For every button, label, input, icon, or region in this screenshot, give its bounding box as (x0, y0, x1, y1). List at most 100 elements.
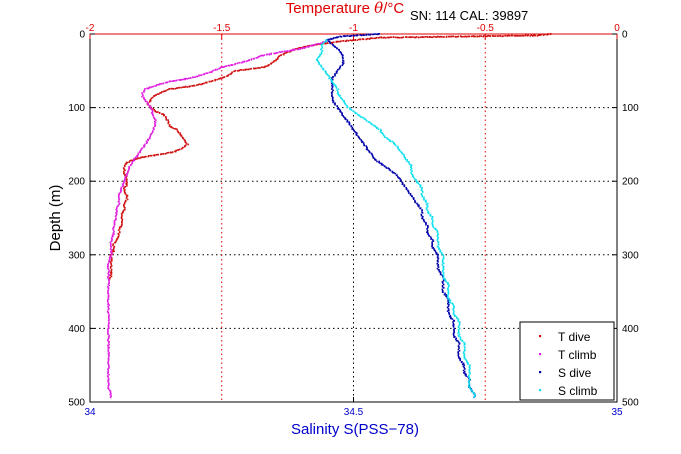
data-point (110, 262, 112, 264)
data-point (113, 222, 116, 224)
data-point (289, 50, 292, 53)
data-point (110, 248, 113, 251)
data-point (359, 137, 361, 140)
data-point (438, 270, 441, 273)
data-point (451, 35, 454, 38)
data-point (110, 263, 113, 266)
data-point (448, 311, 450, 314)
data-point (437, 263, 440, 266)
data-point (468, 368, 470, 371)
data-point (425, 199, 427, 202)
data-point (309, 44, 312, 47)
data-point (205, 82, 208, 84)
data-point (351, 39, 354, 42)
data-point (377, 33, 379, 35)
data-point (291, 49, 294, 52)
data-point (377, 128, 380, 131)
data-point (114, 215, 117, 218)
data-point (413, 197, 415, 200)
data-point (356, 132, 358, 134)
data-point (393, 142, 395, 145)
data-point (345, 35, 347, 37)
data-point (468, 35, 470, 38)
data-point (471, 35, 474, 37)
data-point (128, 165, 130, 168)
data-point (161, 91, 163, 93)
data-point (463, 372, 465, 374)
data-point (107, 378, 110, 380)
data-point (208, 71, 211, 74)
data-point (149, 107, 152, 109)
data-point (320, 52, 323, 55)
data-point (442, 262, 445, 265)
data-point (204, 72, 206, 75)
data-point (318, 43, 321, 46)
data-point (465, 360, 468, 362)
data-point (413, 177, 416, 180)
data-point (155, 153, 158, 156)
data-point (392, 171, 394, 174)
data-point (446, 288, 449, 290)
data-point (437, 253, 439, 256)
top-axis-title-suffix: /°C (383, 0, 404, 17)
data-point (182, 137, 185, 140)
data-point (374, 33, 376, 35)
data-point (156, 111, 159, 113)
data-point (116, 205, 119, 208)
data-point (437, 261, 439, 263)
data-point (442, 256, 445, 259)
data-point (356, 39, 359, 41)
data-point (432, 240, 435, 242)
data-point (333, 83, 335, 86)
data-point (130, 159, 132, 162)
data-point (123, 190, 126, 192)
data-point (123, 181, 125, 184)
data-point (355, 112, 358, 115)
data-point (126, 194, 129, 197)
data-point (435, 228, 437, 231)
data-point (216, 78, 218, 81)
data-point (340, 53, 343, 56)
data-point (228, 64, 231, 67)
data-point (342, 54, 344, 56)
data-point (108, 322, 110, 324)
data-point (110, 268, 113, 271)
data-point (455, 339, 458, 342)
data-point (106, 300, 109, 303)
data-point (424, 36, 427, 38)
data-point (526, 34, 529, 37)
data-point (366, 147, 368, 149)
data-point (443, 36, 445, 38)
data-point (409, 166, 412, 169)
data-point (145, 155, 147, 158)
data-point (423, 36, 425, 39)
data-point (330, 88, 333, 90)
data-point (349, 39, 352, 41)
data-point (276, 52, 279, 54)
data-point (408, 192, 410, 194)
data-point (368, 38, 371, 40)
data-point (125, 172, 128, 175)
data-point (120, 217, 123, 219)
data-point (339, 109, 342, 112)
data-point (107, 376, 109, 379)
data-point (286, 50, 289, 52)
data-point (433, 249, 436, 252)
data-point (361, 141, 363, 144)
data-point (107, 360, 110, 363)
data-point (283, 52, 286, 55)
data-point (152, 127, 155, 129)
data-point (144, 143, 146, 146)
data-point (517, 34, 519, 37)
data-point (121, 214, 123, 217)
data-point (122, 185, 124, 188)
data-point (109, 267, 112, 269)
data-point (107, 331, 109, 334)
data-point (411, 173, 414, 176)
data-point (123, 170, 125, 173)
data-point (439, 272, 442, 275)
data-point (343, 116, 345, 118)
data-point (273, 52, 275, 55)
data-point (125, 161, 128, 164)
data-point (152, 130, 154, 133)
